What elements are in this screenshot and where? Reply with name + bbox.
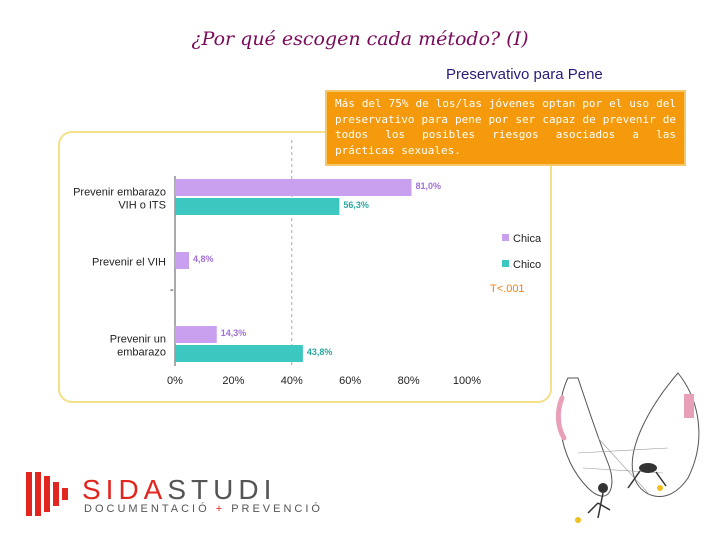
legend-label: Chica: [513, 233, 542, 245]
category-label: VIH o ITS: [118, 200, 166, 212]
legend-swatch-chica: [502, 234, 509, 241]
legend-label: Chico: [513, 259, 541, 271]
category-label: Prevenir embarazo: [73, 187, 166, 199]
x-tick-label: 60%: [339, 375, 361, 387]
bar-chico: [175, 198, 340, 215]
data-label: 4,8%: [193, 254, 214, 264]
significance-label: T<.001: [490, 283, 525, 295]
x-tick-label: 0%: [167, 375, 183, 387]
logo-name-a: SIDA: [82, 474, 168, 505]
data-label: 14,3%: [221, 328, 247, 338]
bar-chica: [175, 326, 217, 343]
data-label: 56,3%: [343, 200, 369, 210]
page-title: ¿Por qué escogen cada método? (I): [191, 28, 529, 50]
x-tick-label: 100%: [453, 375, 481, 387]
note-box: Más del 75% de los/las jóvenes optan por…: [325, 90, 686, 166]
bar-chica: [175, 252, 190, 269]
x-tick-label: 80%: [398, 375, 420, 387]
x-tick-label: 40%: [281, 375, 303, 387]
logo-tagline-a: DOCUMENTACIÓ: [84, 503, 210, 515]
category-label: Prevenir el VIH: [92, 257, 166, 269]
legend-swatch-chico: [502, 260, 509, 267]
data-label: 81,0%: [416, 181, 442, 191]
category-label: Prevenir un: [110, 334, 166, 346]
sidastudi-logo-icon: [26, 472, 68, 516]
condom-illustration-icon: [555, 372, 700, 523]
chart-frame: [58, 131, 552, 403]
category-label: embarazo: [117, 347, 166, 359]
x-tick-label: 20%: [222, 375, 244, 387]
bar-chica: [175, 179, 412, 196]
logo-tagline: DOCUMENTACIÓ + PREVENCIÓ: [84, 503, 323, 515]
dash-mark: -: [170, 284, 174, 296]
logo-name-b: STUDI: [167, 474, 277, 505]
bar-chico: [175, 345, 303, 362]
logo-wordmark: SIDASTUDI: [82, 474, 276, 506]
data-label: 43,8%: [307, 347, 333, 357]
logo-tagline-b: PREVENCIÓ: [231, 503, 323, 515]
logo-tagline-plus: +: [209, 503, 232, 515]
page-subtitle: Preservativo para Pene: [446, 66, 603, 83]
